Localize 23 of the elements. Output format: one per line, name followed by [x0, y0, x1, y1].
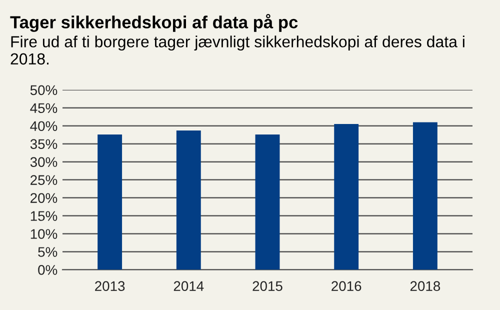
chart-title: Tager sikkerhedskopi af data på pc — [10, 14, 298, 32]
x-tick-label: 2016 — [332, 281, 362, 292]
bar — [176, 130, 201, 270]
y-tick-label: 15% — [30, 211, 58, 221]
y-tick-label: 50% — [30, 85, 58, 96]
bar — [98, 134, 122, 270]
y-tick-label: 10% — [30, 229, 58, 239]
y-tick-label: 35% — [30, 139, 58, 150]
x-tick-label: 2015 — [252, 281, 282, 292]
bar — [255, 134, 280, 270]
x-tick-label: 2014 — [174, 281, 204, 292]
y-tick-label: 5% — [38, 247, 58, 257]
x-tick-label: 2018 — [410, 281, 440, 292]
y-tick-label: 20% — [30, 193, 58, 203]
y-tick-label: 45% — [30, 103, 58, 114]
x-tick-label: 2013 — [95, 281, 125, 292]
y-tick-label: 40% — [30, 121, 58, 132]
bar — [334, 124, 359, 270]
y-tick-label: 25% — [30, 175, 58, 185]
y-tick-label: 0% — [38, 265, 58, 275]
chart-subtitle: Fire ud af ti borgere tager jævnligt sikkerhedskopi af deres data i 2018. — [10, 36, 464, 65]
bar — [412, 122, 438, 270]
y-tick-label: 30% — [30, 157, 58, 167]
